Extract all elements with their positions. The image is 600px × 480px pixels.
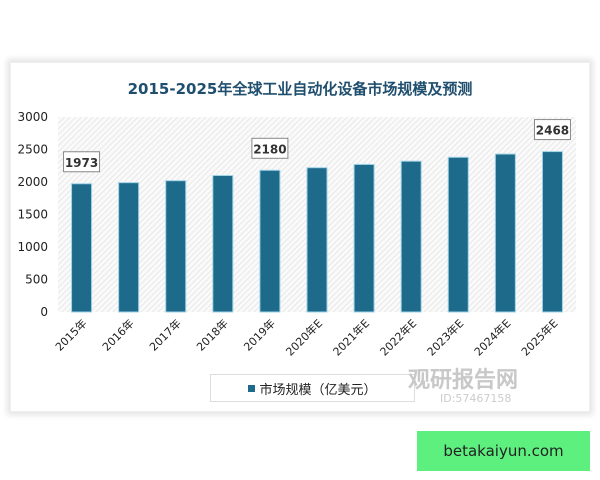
data-label: 1973 — [65, 156, 98, 170]
y-tick-label: 2000 — [17, 175, 48, 189]
bar — [353, 163, 375, 313]
bar — [118, 182, 140, 313]
y-tick-label: 500 — [25, 273, 48, 287]
chart-title: 2015-2025年全球工业自动化设备市场规模及预测 — [127, 80, 473, 98]
x-tick-label: 2021年E — [330, 316, 372, 358]
bar — [306, 167, 328, 313]
data-label: 2468 — [536, 124, 569, 138]
x-tick-label: 2019年 — [241, 316, 278, 353]
x-tick-label: 2023年E — [424, 316, 466, 358]
x-tick-label: 2024年E — [471, 316, 513, 358]
data-label-box — [63, 151, 101, 173]
data-label: 2180 — [253, 142, 286, 156]
x-tick-label: 2017年 — [146, 316, 183, 353]
x-tick-label: 2016年 — [99, 316, 136, 353]
x-tick-label: 2025年E — [518, 316, 560, 358]
x-tick-label: 2020年E — [283, 316, 325, 358]
data-label-box — [533, 119, 571, 141]
bar — [400, 160, 422, 313]
y-tick-label: 3000 — [17, 110, 48, 124]
x-tick-label: 2018年 — [193, 316, 230, 353]
bar — [541, 151, 563, 313]
x-tick-label: 2015年 — [52, 316, 89, 353]
legend-label: 市场规模（亿美元） — [259, 382, 377, 398]
y-tick-label: 0 — [40, 305, 48, 319]
bar — [212, 175, 234, 313]
watermark: 观研报告网 — [408, 368, 519, 393]
bar — [259, 169, 281, 313]
legend-swatch — [248, 384, 256, 392]
legend: 市场规模（亿美元） — [210, 374, 415, 402]
bar — [71, 183, 93, 313]
bar — [165, 180, 187, 313]
y-tick-label: 1000 — [17, 240, 48, 254]
data-label-box — [251, 137, 289, 159]
site-label[interactable]: betakaiyun.com — [417, 431, 590, 471]
bar — [494, 153, 516, 313]
x-tick-label: 2022年E — [377, 316, 419, 358]
y-tick-label: 2500 — [17, 143, 48, 157]
y-tick-label: 1500 — [17, 208, 48, 222]
watermark-id: ID:57467158 — [440, 392, 512, 405]
bar — [447, 156, 469, 313]
